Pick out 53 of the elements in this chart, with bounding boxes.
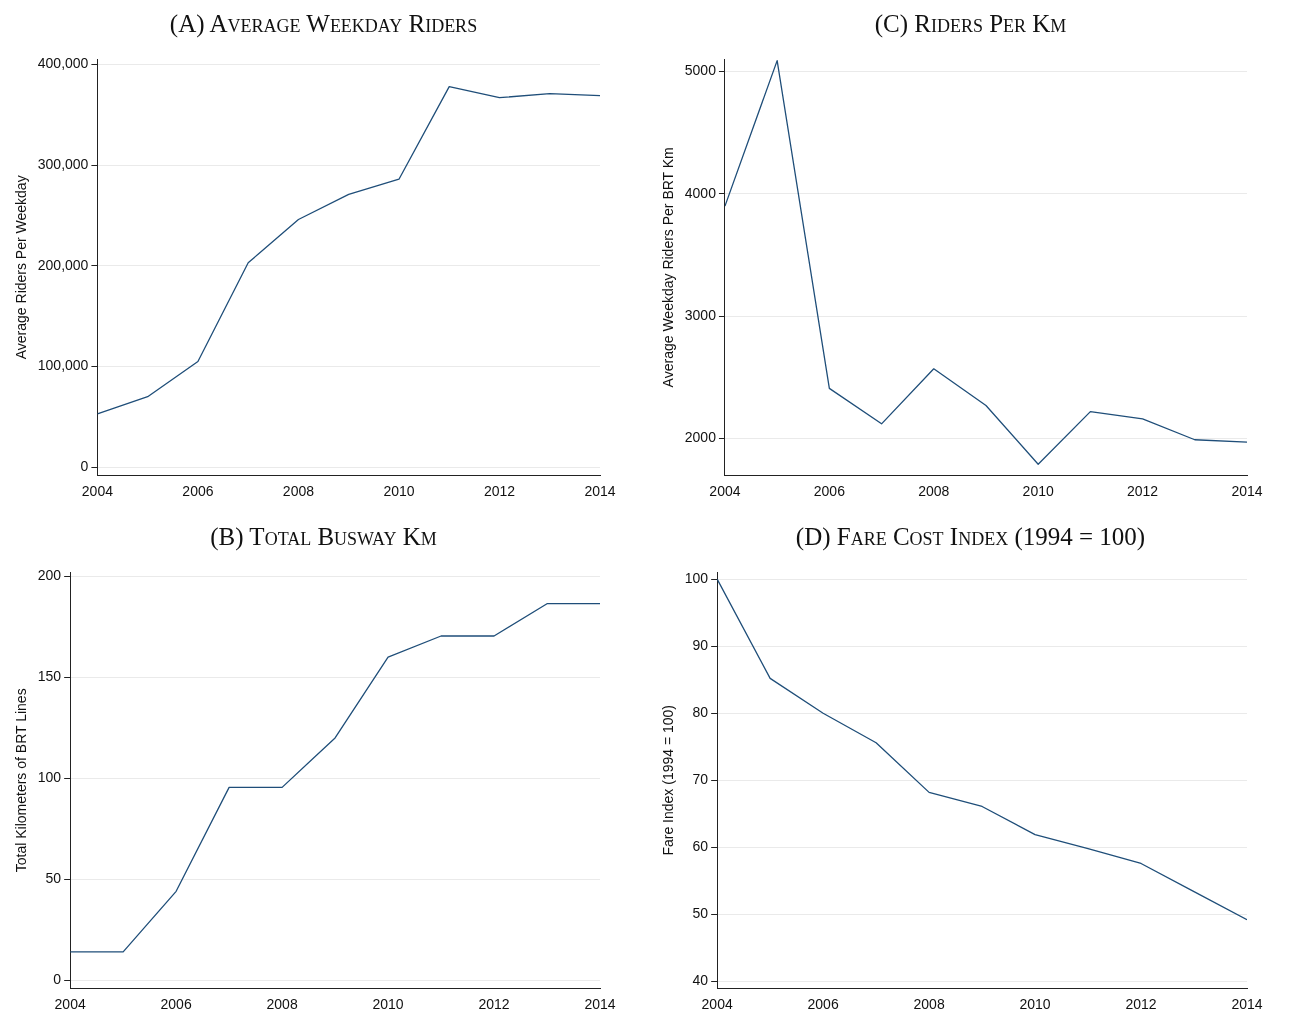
x-tick-label: 2012 (1127, 483, 1159, 500)
x-tick-label: 2006 (807, 996, 839, 1013)
y-tick-label: 0 (53, 970, 62, 987)
y-tick-label: 50 (45, 870, 62, 887)
x-tick-label: 2006 (182, 483, 214, 500)
x-tick-label: 2006 (813, 483, 846, 500)
x-tick-label: 2014 (1231, 996, 1263, 1013)
y-tick-label: 4000 (684, 184, 717, 201)
y-tick-label: 40 (692, 972, 709, 989)
x-tick-label: 2014 (584, 996, 616, 1013)
y-axis-title: Average Riders Per Weekday (13, 175, 30, 360)
x-tick-label: 2006 (160, 996, 192, 1013)
y-tick-label: 100 (37, 769, 62, 786)
y-tick-label: 100,000 (37, 357, 89, 374)
x-tick-label: 2008 (266, 996, 298, 1013)
x-tick-label: 2004 (701, 996, 733, 1013)
x-tick-label: 2010 (383, 483, 415, 500)
x-tick-label: 2012 (1125, 996, 1157, 1013)
x-tick-label: 2010 (1022, 483, 1054, 500)
y-tick-label: 3000 (684, 307, 717, 324)
y-tick-label: 200,000 (37, 256, 89, 273)
x-tick-label: 2008 (918, 483, 950, 500)
y-tick-label: 50 (692, 905, 709, 922)
y-tick-label: 2000 (684, 429, 717, 446)
y-tick-label: 80 (692, 704, 709, 721)
y-axis-title: Fare Index (1994 = 100) (660, 705, 677, 856)
x-tick-label: 2004 (709, 483, 741, 500)
y-axis-title: Average Weekday Riders Per BRT Km (660, 147, 677, 388)
y-axis-title: Total Kilometers of BRT Lines (13, 688, 30, 873)
x-tick-label: 2012 (483, 483, 516, 500)
x-tick-label: 2008 (282, 483, 315, 500)
y-tick-label: 150 (37, 668, 62, 685)
y-tick-label: 400,000 (37, 55, 89, 72)
x-tick-label: 2004 (81, 483, 114, 500)
y-tick-label: 90 (692, 637, 709, 654)
chart-title: (A) Average Weekday Riders (168, 9, 479, 40)
y-tick-label: 200 (37, 567, 62, 584)
chart-title: (C) Riders Per Km (873, 9, 1068, 39)
chart-title: (B) Total Busway Km (209, 522, 438, 553)
x-tick-label: 2014 (1231, 483, 1263, 500)
y-tick-label: 60 (692, 838, 709, 855)
chart-title: (D) Fare Cost Index (1994 = 100) (794, 522, 1147, 553)
x-tick-label: 2012 (478, 996, 510, 1013)
x-tick-label: 2004 (54, 996, 86, 1013)
y-tick-label: 5000 (684, 62, 717, 79)
x-tick-label: 2014 (584, 483, 616, 500)
y-tick-label: 0 (80, 458, 89, 475)
x-tick-label: 2010 (1019, 996, 1051, 1013)
x-tick-label: 2010 (372, 996, 404, 1013)
y-tick-label: 300,000 (37, 155, 89, 172)
y-tick-label: 100 (684, 569, 709, 586)
x-tick-label: 2008 (913, 996, 945, 1013)
y-tick-label: 70 (692, 771, 709, 788)
